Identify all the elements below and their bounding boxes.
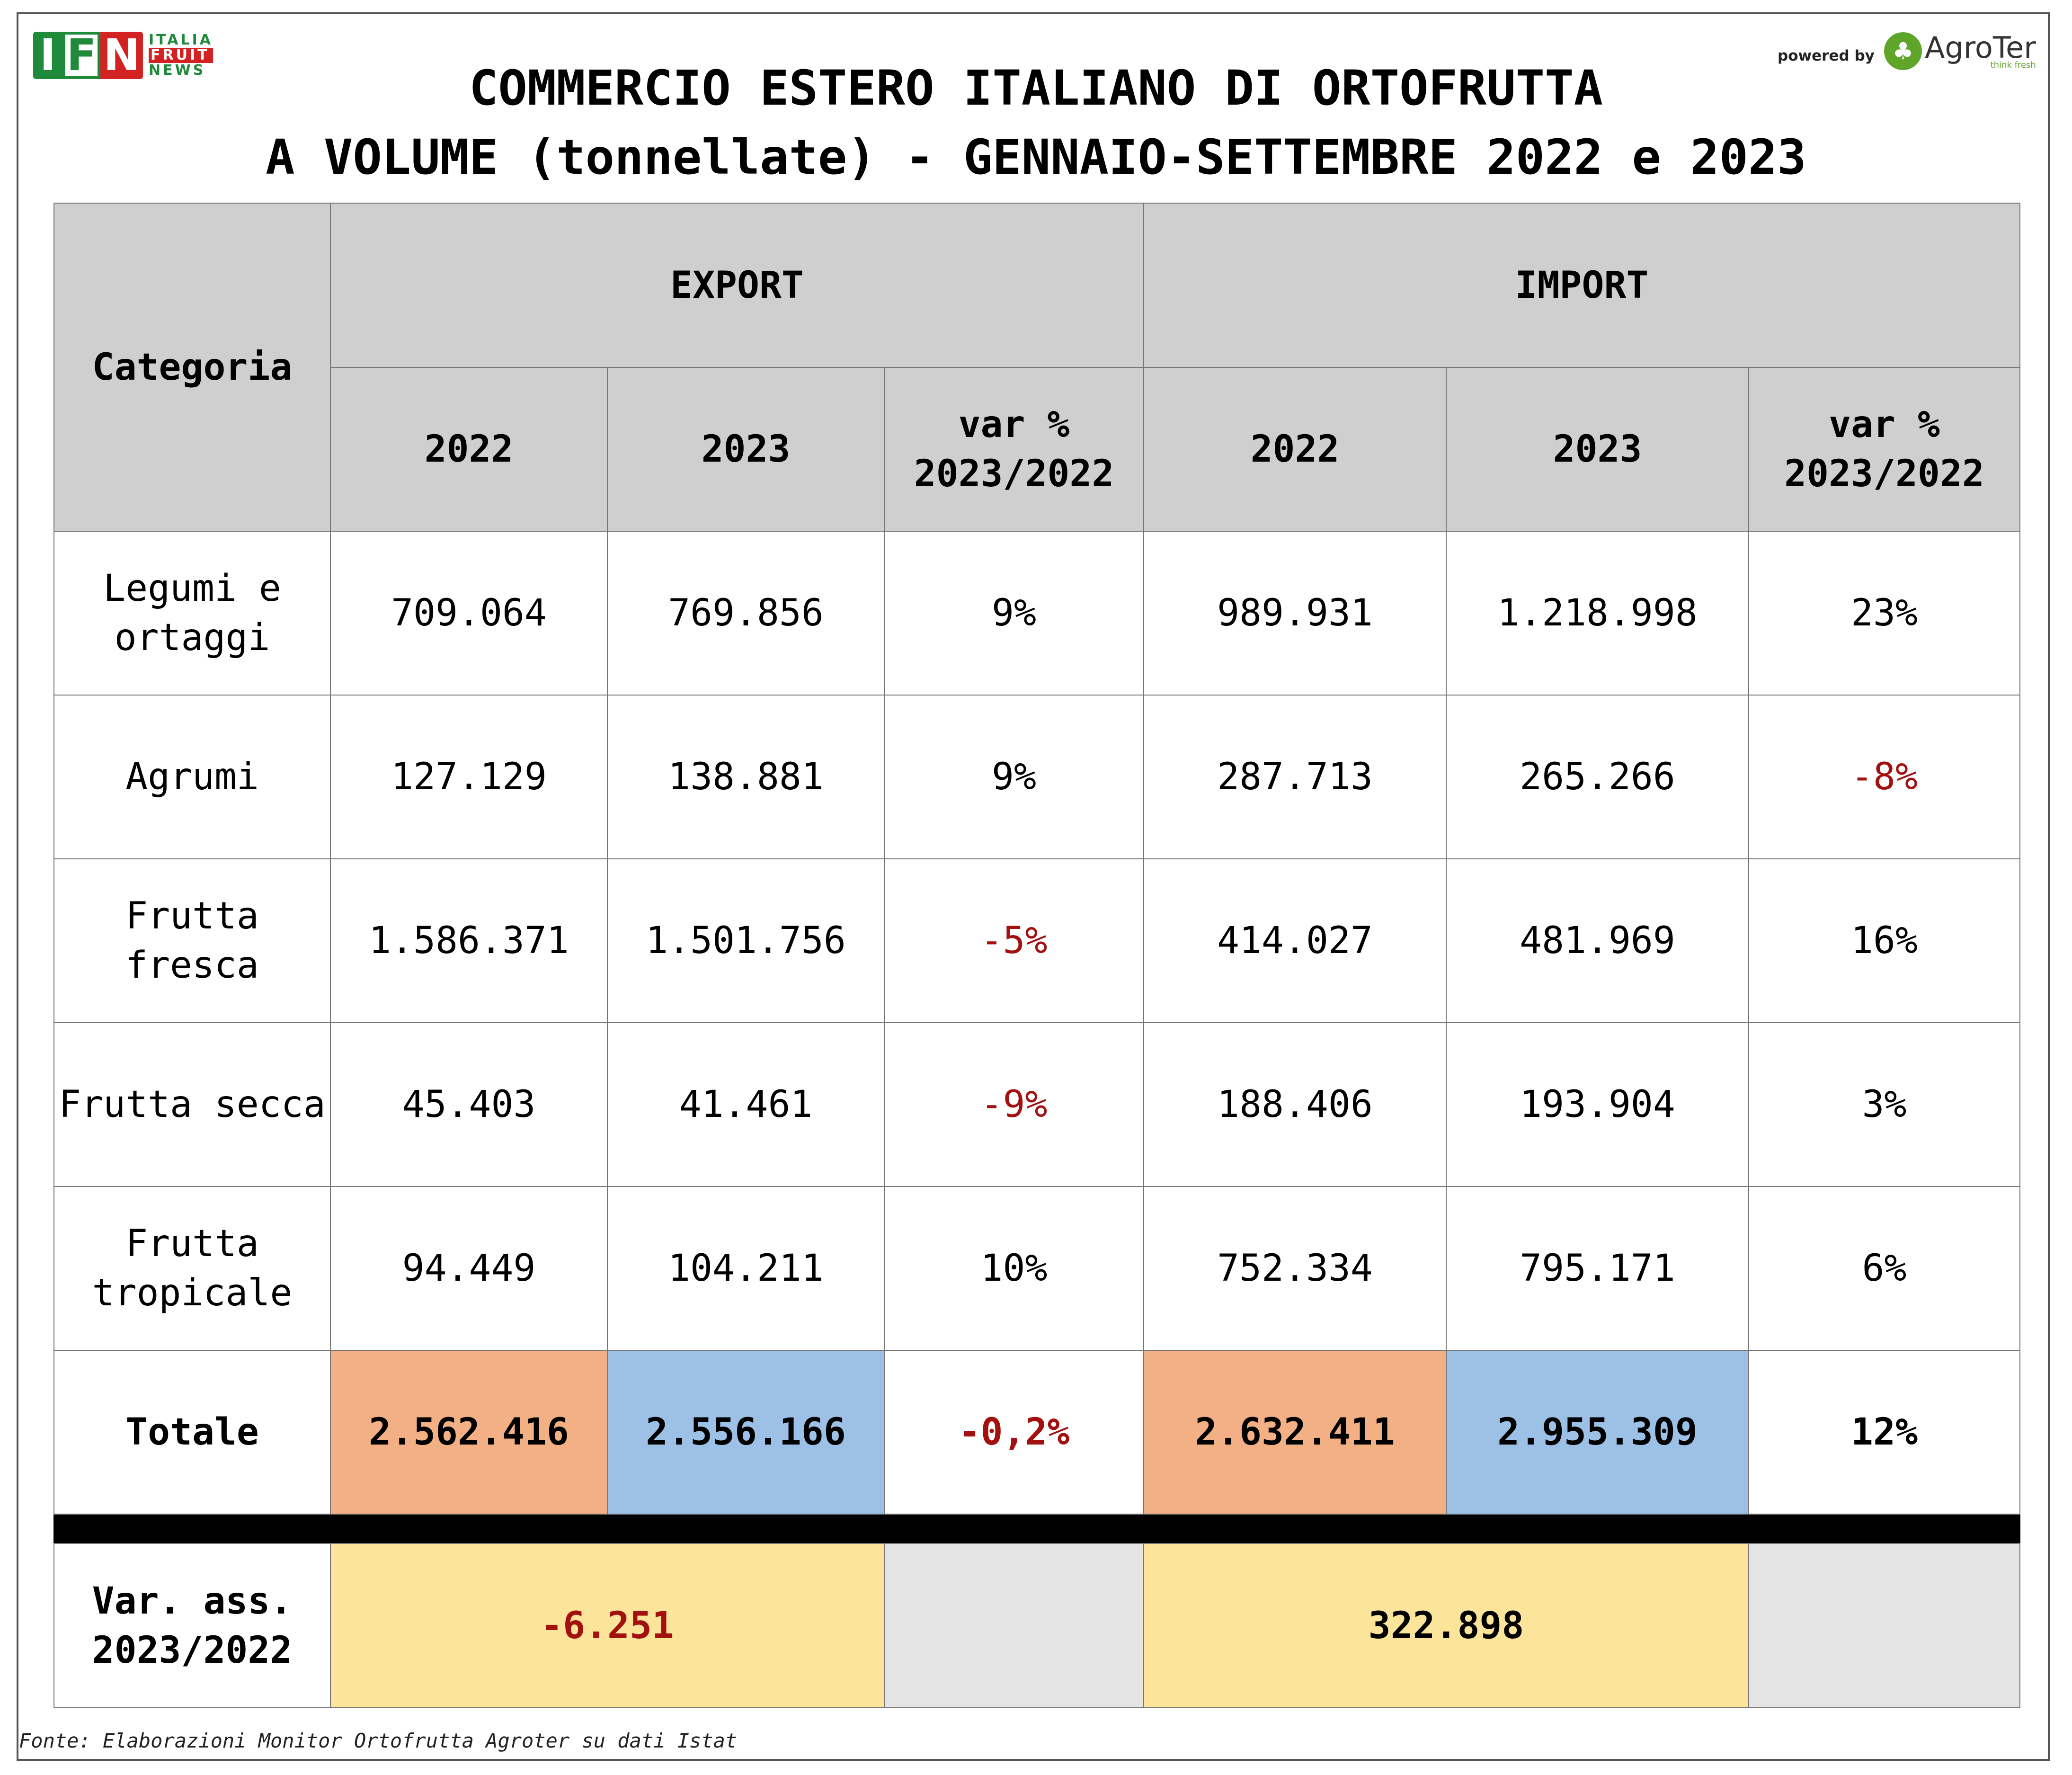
- table-row-4-imp-2022: 188.406: [1143, 1022, 1447, 1187]
- table-row-5-exp-var: 10%: [884, 1186, 1144, 1351]
- page-title: COMMERCIO ESTERO ITALIANO DI ORTOFRUTTA: [469, 60, 1603, 116]
- ifn-logo: I F N ITALIA FRUIT NEWS: [33, 29, 213, 81]
- trade-table: Categoria EXPORT IMPORT 2022 2023 var % …: [53, 203, 2020, 1708]
- table-row-2-imp-2023: 265.266: [1446, 695, 1749, 859]
- table-row-3-imp-2022: 414.027: [1143, 858, 1447, 1023]
- var-ass-export: -6.251: [330, 1543, 885, 1708]
- total-row-exp-2023: 2.556.166: [607, 1350, 885, 1515]
- ifn-mark: I F N: [33, 32, 143, 79]
- var-ass-import: 322.898: [1143, 1543, 1749, 1708]
- ifn-word-fruit: FRUIT: [149, 48, 213, 63]
- agroter-logo: ♣ AgroTer think fresh: [1884, 32, 2036, 70]
- total-row-categoria: Totale: [53, 1350, 331, 1515]
- table-row-4-categoria: Frutta secca: [53, 1022, 331, 1187]
- table-row-1-imp-var: 23%: [1748, 531, 2020, 696]
- ifn-word-italia: ITALIA: [149, 32, 213, 48]
- table-row-2-exp-2023: 138.881: [607, 695, 885, 859]
- table-row-1-categoria: Legumi e ortaggi: [53, 531, 331, 696]
- table-row-2-exp-var: 9%: [884, 695, 1144, 859]
- table-row-5-exp-2022: 94.449: [330, 1186, 608, 1351]
- ifn-letter-n: N: [100, 32, 143, 79]
- total-row-exp-var: -0,2%: [884, 1350, 1144, 1515]
- header-export: EXPORT: [330, 203, 1144, 368]
- table-row-1-imp-2022: 989.931: [1143, 531, 1447, 696]
- ifn-word-news: NEWS: [149, 62, 206, 79]
- var-ass-import-empty: [1748, 1543, 2020, 1708]
- var-ass-label: Var. ass. 2023/2022: [53, 1543, 331, 1708]
- source-note: Fonte: Elaborazioni Monitor Ortofrutta A…: [19, 1729, 738, 1752]
- table-row-2-imp-2022: 287.713: [1143, 695, 1447, 859]
- header-categoria: Categoria: [53, 203, 331, 532]
- header-export-var: var % 2023/2022: [884, 367, 1144, 532]
- agroter-name: AgroTer: [1925, 30, 2036, 65]
- agroter-tagline: think fresh: [1990, 60, 2036, 70]
- var-ass-export-empty: [884, 1543, 1144, 1708]
- total-row-exp-2022: 2.562.416: [330, 1350, 608, 1515]
- header-export-2022: 2022: [330, 367, 608, 532]
- header-import: IMPORT: [1143, 203, 2020, 368]
- separator-bar: [53, 1515, 2020, 1544]
- total-row-imp-2022: 2.632.411: [1143, 1350, 1447, 1515]
- table-row-5-exp-2023: 104.211: [607, 1186, 885, 1351]
- header-export-2023: 2023: [607, 367, 885, 532]
- table-row-3-exp-2023: 1.501.756: [607, 858, 885, 1023]
- table-row-3-categoria: Frutta fresca: [53, 858, 331, 1023]
- table-row-1-exp-2022: 709.064: [330, 531, 608, 696]
- table-row-1-imp-2023: 1.218.998: [1446, 531, 1749, 696]
- table-row-4-exp-var: -9%: [884, 1022, 1144, 1187]
- header-import-2023: 2023: [1446, 367, 1749, 532]
- page-frame: [17, 12, 2050, 1761]
- table-row-2-categoria: Agrumi: [53, 695, 331, 859]
- table-row-1-exp-2023: 769.856: [607, 531, 885, 696]
- header-import-2022: 2022: [1143, 367, 1447, 532]
- table-row-5-categoria: Frutta tropicale: [53, 1186, 331, 1351]
- table-row-3-imp-var: 16%: [1748, 858, 2020, 1023]
- table-row-5-imp-var: 6%: [1748, 1186, 2020, 1351]
- ifn-wordmark: ITALIA FRUIT NEWS: [149, 33, 213, 78]
- table-row-4-imp-2023: 193.904: [1446, 1022, 1749, 1187]
- table-row-4-exp-2023: 41.461: [607, 1022, 885, 1187]
- header-import-var: var % 2023/2022: [1748, 367, 2020, 532]
- ifn-letter-f: F: [62, 32, 100, 79]
- page-subtitle: A VOLUME (tonnellate) - GENNAIO-SETTEMBR…: [266, 129, 1806, 186]
- table-row-2-imp-var: -8%: [1748, 695, 2020, 859]
- table-row-4-imp-var: 3%: [1748, 1022, 2020, 1187]
- ifn-letter-i: I: [33, 32, 62, 79]
- powered-by-label: powered by: [1778, 47, 1875, 64]
- table-row-4-exp-2022: 45.403: [330, 1022, 608, 1187]
- table-row-5-imp-2023: 795.171: [1446, 1186, 1749, 1351]
- table-row-3-exp-var: -5%: [884, 858, 1144, 1023]
- total-row-imp-2023: 2.955.309: [1446, 1350, 1749, 1515]
- table-row-1-exp-var: 9%: [884, 531, 1144, 696]
- table-row-5-imp-2022: 752.334: [1143, 1186, 1447, 1351]
- table-row-2-exp-2022: 127.129: [330, 695, 608, 859]
- tree-icon: ♣: [1884, 32, 1922, 70]
- total-row-imp-var: 12%: [1748, 1350, 2020, 1515]
- table-row-3-exp-2022: 1.586.371: [330, 858, 608, 1023]
- table-row-3-imp-2023: 481.969: [1446, 858, 1749, 1023]
